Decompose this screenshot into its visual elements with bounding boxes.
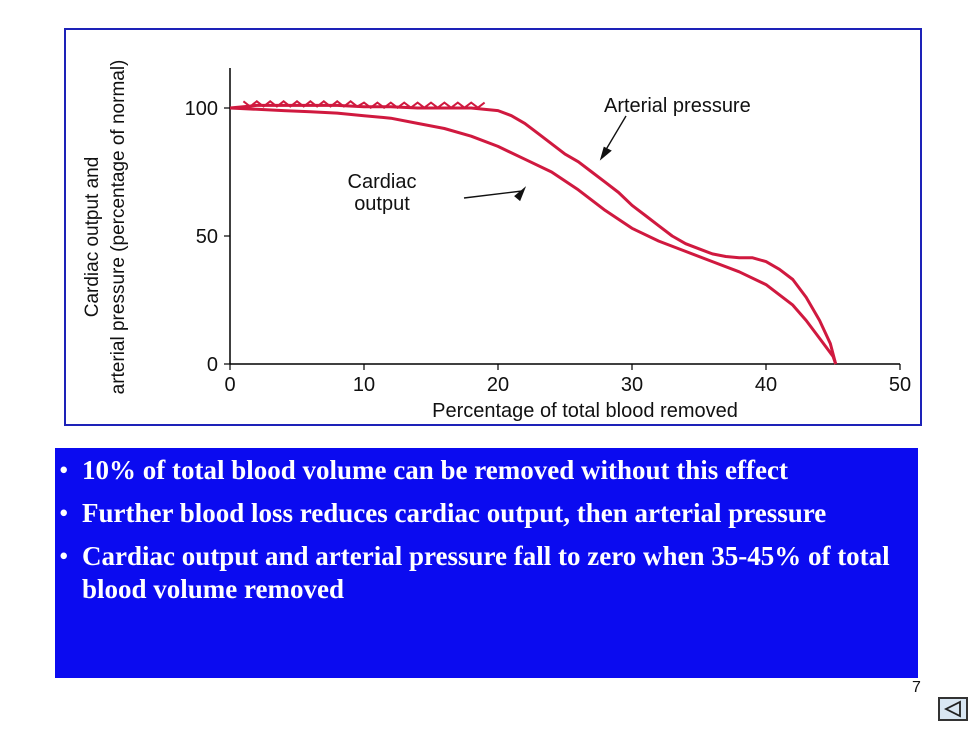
bullet-text: Cardiac output and arterial pressure fal… <box>82 541 890 604</box>
arterial-pressure-oscillation <box>242 100 486 109</box>
x-tick-label: 30 <box>621 374 643 396</box>
bullet-item: • 10% of total blood volume can be remov… <box>59 454 908 487</box>
page-number: 7 <box>912 679 921 696</box>
bullet-marker: • <box>59 541 69 571</box>
cardiac-output-label: Cardiac <box>348 171 417 193</box>
x-tick-label: 40 <box>755 374 777 396</box>
y-tick-label: 100 <box>185 98 218 120</box>
x-axis-label: Percentage of total blood removed <box>432 400 738 422</box>
bullet-item: • Cardiac output and arterial pressure f… <box>59 540 908 606</box>
bullet-item: • Further blood loss reduces cardiac out… <box>59 497 908 530</box>
arterial-pressure-label: Arterial pressure <box>604 95 751 117</box>
bullet-marker: • <box>59 498 69 528</box>
bullet-text: Further blood loss reduces cardiac outpu… <box>82 498 827 528</box>
y-tick-label: 0 <box>207 354 218 376</box>
chart: 0 10 20 30 40 50 0 50 100 Percentage of total blo… <box>82 60 911 422</box>
y-axis-label: Cardiac output and <box>82 157 103 318</box>
chart-curves <box>229 100 838 365</box>
bullet-list: • 10% of total blood volume can be remov… <box>55 448 918 678</box>
y-axis-label: arterial pressure (percentage of normal) <box>108 60 129 395</box>
arterial-arrowhead-icon <box>599 146 612 161</box>
arterial-pressure-curve <box>229 103 838 365</box>
cardiac-output-label: output <box>354 193 410 215</box>
bullet-marker: • <box>59 455 69 485</box>
cardiac-arrowhead-icon <box>514 186 527 202</box>
x-tick-label: 20 <box>487 374 509 396</box>
chart-axes <box>224 68 901 370</box>
back-triangle-icon <box>943 700 961 718</box>
y-tick-label: 50 <box>196 226 218 248</box>
chart-labels: 0 10 20 30 40 50 0 50 100 Percentage of total blo… <box>82 60 911 422</box>
cardiac-output-curve <box>229 106 838 365</box>
bullet-text: 10% of total blood volume can be removed… <box>82 455 788 485</box>
x-tick-label: 10 <box>353 374 375 396</box>
figure-frame: 0 10 20 30 40 50 0 50 100 Percentage of total blo… <box>64 28 922 426</box>
x-tick-label: 50 <box>889 374 911 396</box>
back-button[interactable] <box>938 697 968 721</box>
cardiac-arrow-line <box>463 190 522 199</box>
x-tick-label: 0 <box>224 374 235 396</box>
